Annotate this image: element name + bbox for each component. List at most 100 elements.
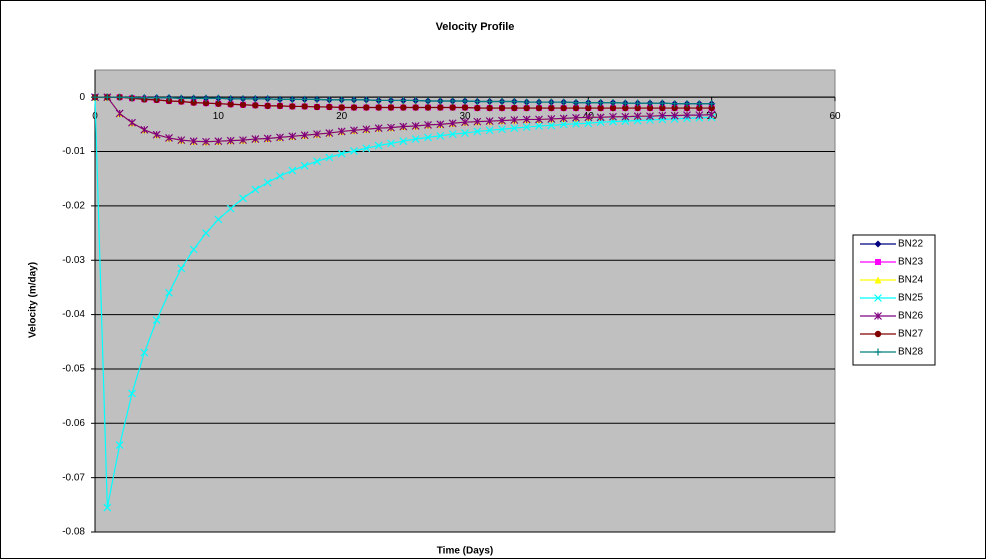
marker [263, 178, 272, 187]
marker [326, 103, 333, 111]
marker [251, 135, 260, 143]
marker [535, 122, 543, 130]
marker [177, 94, 185, 102]
marker [548, 104, 555, 112]
marker [875, 259, 881, 265]
marker [585, 104, 592, 112]
marker [399, 122, 408, 131]
marker [437, 104, 444, 111]
marker [202, 94, 210, 102]
marker [152, 130, 161, 139]
marker [276, 133, 284, 142]
marker [301, 103, 308, 110]
marker [621, 99, 629, 107]
marker [374, 124, 383, 133]
marker [622, 104, 629, 112]
marker [874, 294, 882, 302]
marker [276, 95, 284, 103]
marker [436, 97, 444, 105]
marker [523, 104, 530, 112]
marker [486, 104, 493, 112]
marker [239, 101, 247, 108]
marker [400, 104, 407, 111]
marker [276, 172, 284, 180]
marker [510, 124, 519, 133]
marker [474, 104, 481, 112]
marker [190, 99, 197, 106]
marker [214, 94, 222, 102]
y-tick-label: -0.05 [62, 364, 85, 375]
marker [115, 109, 124, 118]
marker [375, 96, 383, 104]
marker [289, 103, 296, 110]
marker [325, 96, 333, 104]
marker [473, 98, 481, 106]
marker [696, 104, 703, 112]
marker [165, 94, 173, 102]
marker [399, 96, 407, 104]
legend [852, 234, 936, 366]
marker [325, 129, 334, 137]
marker [362, 96, 370, 104]
marker [300, 131, 309, 140]
marker [338, 104, 345, 111]
marker [300, 161, 309, 170]
marker [633, 112, 642, 121]
marker [473, 117, 482, 126]
marker [535, 115, 543, 124]
marker [424, 133, 432, 142]
marker [448, 119, 457, 128]
x-tick-label: 60 [829, 111, 841, 122]
marker [202, 99, 210, 107]
marker [510, 98, 518, 106]
marker [387, 139, 395, 148]
marker [152, 316, 161, 324]
y-tick-label: -0.03 [62, 255, 85, 266]
marker [214, 215, 223, 224]
marker [695, 111, 704, 120]
marker [177, 136, 186, 145]
marker [239, 194, 247, 203]
marker [276, 102, 284, 110]
marker [683, 100, 691, 108]
marker [671, 100, 679, 108]
marker [523, 98, 531, 106]
marker [560, 98, 568, 106]
marker [215, 100, 222, 107]
x-tick-label: 20 [336, 111, 348, 122]
marker [511, 104, 518, 112]
marker [338, 96, 346, 104]
marker [461, 97, 469, 105]
marker [634, 104, 641, 112]
marker [670, 111, 679, 120]
marker [646, 99, 654, 107]
marker [239, 95, 247, 103]
marker [461, 129, 469, 137]
marker [621, 112, 630, 121]
marker [683, 111, 691, 120]
marker [362, 125, 371, 134]
marker [374, 141, 383, 150]
marker [128, 389, 136, 398]
marker [362, 144, 371, 153]
marker [227, 101, 234, 108]
marker [634, 99, 642, 107]
marker [486, 98, 494, 106]
marker [313, 95, 321, 103]
marker [375, 104, 382, 111]
marker [609, 112, 617, 121]
marker [473, 127, 482, 136]
legend-label: BN26 [898, 311, 923, 322]
marker [313, 130, 321, 139]
x-tick-label: 10 [213, 111, 225, 122]
marker [498, 116, 506, 125]
marker [140, 94, 148, 102]
marker [535, 104, 543, 112]
marker [251, 185, 260, 194]
marker [646, 104, 654, 112]
marker [658, 111, 667, 120]
marker [263, 134, 272, 143]
marker [461, 118, 469, 127]
marker [572, 113, 580, 122]
